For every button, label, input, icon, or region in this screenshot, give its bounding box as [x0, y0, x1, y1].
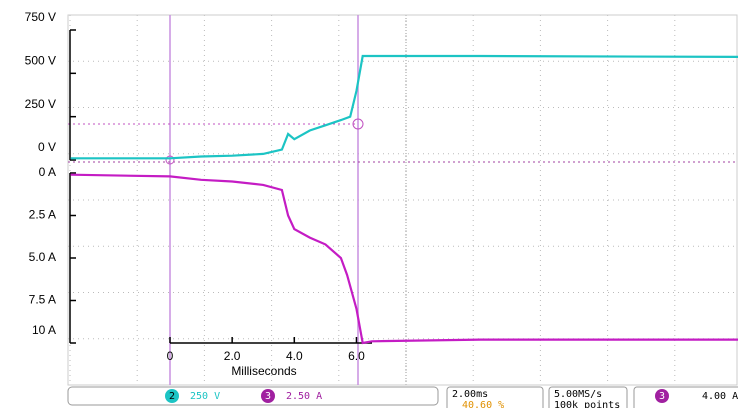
ch3-scale: 2.50 A [286, 391, 322, 402]
record-length: 100k points [554, 400, 620, 408]
y2-tick-label: 5.0 A [29, 250, 56, 264]
channel-box [67, 386, 439, 406]
x-axis-label: Milliseconds [231, 364, 296, 378]
y-tick-label: 500 V [25, 54, 56, 68]
x-tick-label: 4.0 [286, 349, 303, 363]
timebase-box [446, 386, 544, 408]
acquisition-box [548, 386, 628, 408]
y-tick-label: 250 V [25, 97, 56, 111]
ch2-label: 2 [169, 391, 175, 402]
trigger-level: 4.00 A [702, 391, 738, 402]
cursor-marker [352, 118, 364, 130]
y-tick-label: 750 V [25, 10, 56, 24]
ch3-badge [261, 389, 275, 403]
ch3-label: 3 [265, 391, 271, 402]
graticule [67, 14, 738, 386]
trigger-position: 40.60 % [462, 400, 504, 408]
trigger-badge [655, 389, 669, 403]
y2-tick-label: 2.5 A [29, 208, 56, 222]
trace [70, 173, 738, 345]
y-tick-label: 0 V [38, 140, 56, 154]
x-tick-label: 0 [167, 349, 174, 363]
timebase: 2.00ms [452, 389, 488, 400]
screen-border [67, 14, 738, 386]
y2-tick-label: 10 A [32, 323, 56, 337]
plot: 750 V 500 V 250 V 0 V 0 A 2.5 A 5.0 A 7.5 A 10 A… [25, 10, 738, 363]
status-bar: 2 250 V 3 2.50 A 2.00ms 40.60 % 5.00MS/s… [67, 386, 738, 408]
sample-rate: 5.00MS/s [554, 389, 602, 400]
trace [70, 54, 738, 160]
y2-tick-label: 0 A [39, 165, 56, 179]
y2-tick-label: 7.5 A [29, 293, 56, 307]
x-tick-label: 2.0 [224, 349, 241, 363]
ch2-scale: 250 V [190, 391, 220, 402]
trigger-channel: 3 [659, 391, 665, 402]
x-tick-label: 6.0 [348, 349, 365, 363]
cursor-marker [165, 155, 175, 165]
ch2-badge [165, 389, 179, 403]
